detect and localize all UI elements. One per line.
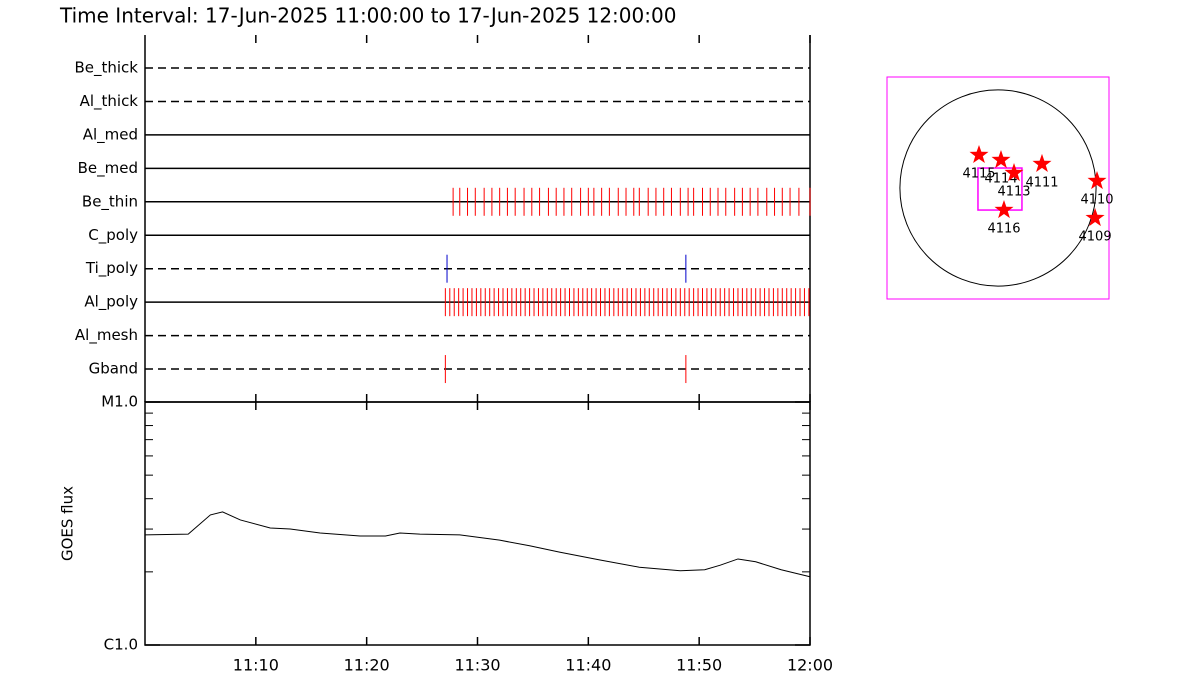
map-box bbox=[886, 76, 1110, 300]
y-axis-label: GOES flux bbox=[59, 486, 77, 561]
region-label: 4115 bbox=[962, 166, 995, 181]
region-label: 4116 bbox=[987, 221, 1020, 236]
row-label: Al_mesh bbox=[75, 326, 138, 345]
row-label: Be_med bbox=[78, 159, 138, 178]
region-label: 4114 bbox=[984, 172, 1017, 187]
region-star bbox=[991, 150, 1011, 169]
row-label: Ti_poly bbox=[85, 259, 138, 278]
region-label: 4110 bbox=[1080, 192, 1113, 207]
x-tick-label: 11:40 bbox=[565, 656, 611, 675]
row-label: Al_poly bbox=[84, 293, 138, 312]
x-tick-label: 12:00 bbox=[787, 656, 833, 675]
region-star bbox=[969, 145, 989, 163]
x-tick-label: 11:50 bbox=[676, 656, 722, 675]
region-star bbox=[1004, 163, 1024, 182]
x-tick-label: 11:30 bbox=[454, 656, 500, 675]
row-label: Al_thick bbox=[80, 92, 139, 111]
y-tick-label: C1.0 bbox=[104, 636, 138, 654]
region-star bbox=[1085, 208, 1105, 227]
x-tick-label: 11:10 bbox=[233, 656, 279, 675]
row-label: Al_med bbox=[83, 125, 138, 144]
region-label: 4111 bbox=[1025, 175, 1058, 190]
region-star bbox=[994, 200, 1014, 219]
row-label: Be_thick bbox=[74, 59, 138, 78]
row-label: Gband bbox=[89, 360, 138, 378]
solar-disk bbox=[899, 89, 1097, 287]
row-label: C_poly bbox=[88, 226, 138, 245]
y-tick-label: M1.0 bbox=[101, 393, 138, 411]
region-label: 4113 bbox=[997, 185, 1030, 200]
x-tick-label: 11:20 bbox=[344, 656, 390, 675]
region-star bbox=[1032, 153, 1052, 172]
goes-curve bbox=[144, 511, 811, 578]
region-label: 4109 bbox=[1079, 230, 1112, 245]
row-label: Be_thin bbox=[82, 192, 138, 211]
chart-title: Time Interval: 17-Jun-2025 11:00:00 to 1… bbox=[59, 4, 676, 28]
region-star bbox=[1087, 171, 1107, 190]
